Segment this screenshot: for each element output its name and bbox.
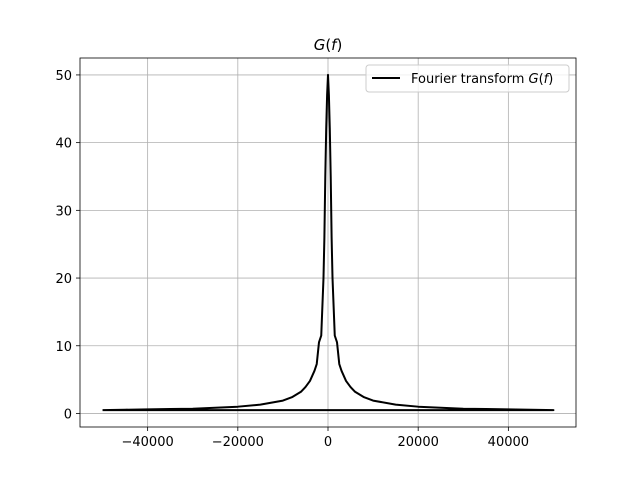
legend-label-open: ( — [539, 72, 544, 87]
x-tick-label: −20000 — [212, 435, 264, 450]
legend-label: Fourier transform G(f) — [411, 72, 553, 87]
chart-title-close: ) — [336, 36, 342, 54]
legend-label-var: f — [544, 72, 551, 87]
legend: Fourier transform G(f) — [365, 64, 570, 93]
series-line — [102, 73, 555, 412]
chart-title: G(f) — [314, 36, 343, 54]
legend-label-func: G — [529, 72, 539, 87]
x-tick-label: 20000 — [398, 435, 439, 450]
x-tick-label: 40000 — [488, 435, 529, 450]
series-layer — [102, 73, 555, 412]
legend-label-close: ) — [548, 72, 553, 87]
y-axis-ticks: 0 10 20 30 40 50 — [55, 69, 80, 422]
x-tick-label: 0 — [324, 435, 332, 450]
chart-title-var: f — [331, 36, 339, 54]
legend-box — [365, 64, 570, 93]
chart-title-open: ( — [325, 36, 331, 54]
y-tick-label: 40 — [55, 137, 72, 152]
y-tick-label: 50 — [55, 69, 72, 84]
x-axis-ticks: −40000 −20000 0 20000 40000 — [122, 427, 529, 450]
y-tick-label: 30 — [55, 204, 72, 219]
y-tick-label: 0 — [64, 407, 72, 422]
y-tick-label: 10 — [55, 340, 72, 355]
x-tick-label: −40000 — [122, 435, 174, 450]
legend-label-text: Fourier transform — [411, 72, 529, 87]
y-tick-label: 20 — [55, 272, 72, 287]
chart-title-func: G — [314, 36, 326, 54]
grid-lines — [80, 58, 576, 427]
